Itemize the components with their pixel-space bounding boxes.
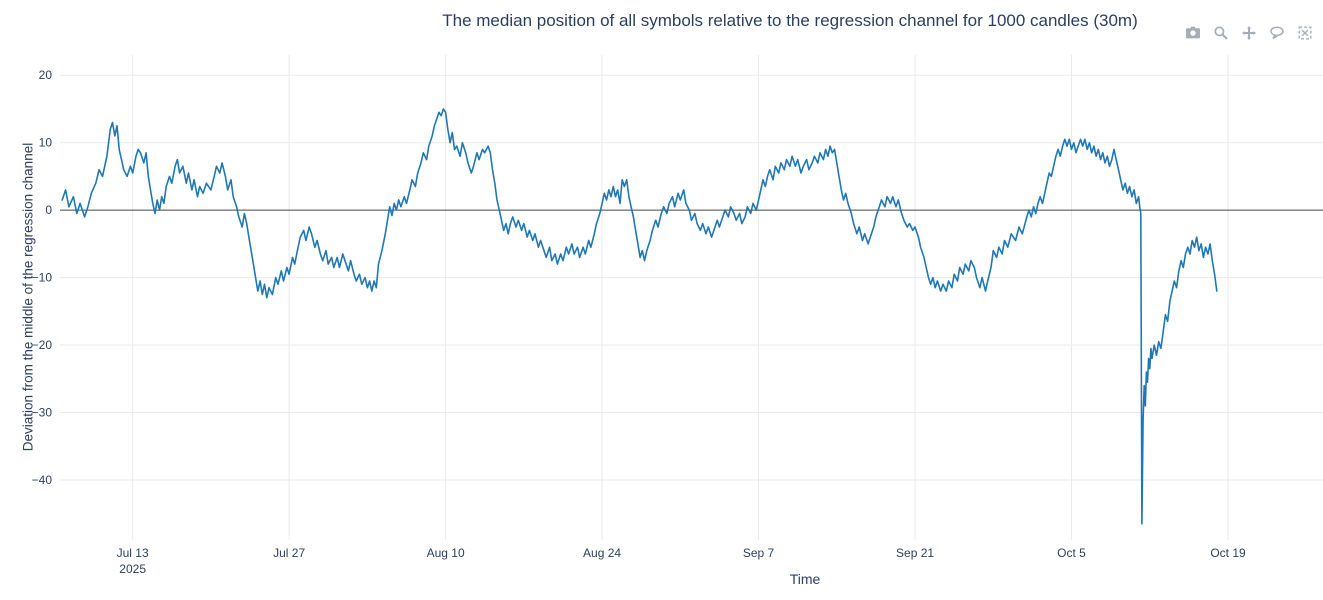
y-tick-label: −10 [32, 271, 53, 285]
series-line [61, 108, 1218, 525]
lasso-icon[interactable] [1269, 25, 1287, 43]
gridlines [60, 55, 1323, 540]
y-axis-title: Deviation from the middle of the regress… [20, 142, 36, 452]
x-tick-label: Sep 7 [743, 546, 775, 560]
y-tick-label: 0 [45, 203, 52, 217]
x-axis-title: Time [789, 571, 821, 587]
zoom-icon[interactable] [1213, 25, 1231, 43]
y-tick-label: 10 [39, 136, 53, 150]
box-select-icon[interactable] [1297, 25, 1315, 43]
x-tick-label: Oct 19 [1210, 546, 1246, 560]
x-tick-label: Jul 27 [273, 546, 305, 560]
pan-icon[interactable] [1241, 25, 1259, 43]
y-tick-label: 20 [39, 68, 53, 82]
x-tick-sublabel: 2025 [119, 562, 146, 576]
modebar [1185, 24, 1323, 44]
x-tick-label: Sep 21 [896, 546, 934, 560]
x-tick-label: Oct 5 [1057, 546, 1086, 560]
x-tick-label: Jul 13 [117, 546, 149, 560]
x-tick-label: Aug 10 [427, 546, 465, 560]
y-tick-label: −30 [32, 406, 53, 420]
camera-icon[interactable] [1185, 25, 1203, 43]
chart-title: The median position of all symbols relat… [442, 11, 1138, 30]
y-tick-label: −20 [32, 338, 53, 352]
y-tick-label: −40 [32, 473, 53, 487]
tick-labels: 20 10 0 −10 −20 −30 −40 Jul 13 2025 Jul 27 Aug 10 A… [32, 68, 1246, 576]
x-tick-label: Aug 24 [583, 546, 621, 560]
